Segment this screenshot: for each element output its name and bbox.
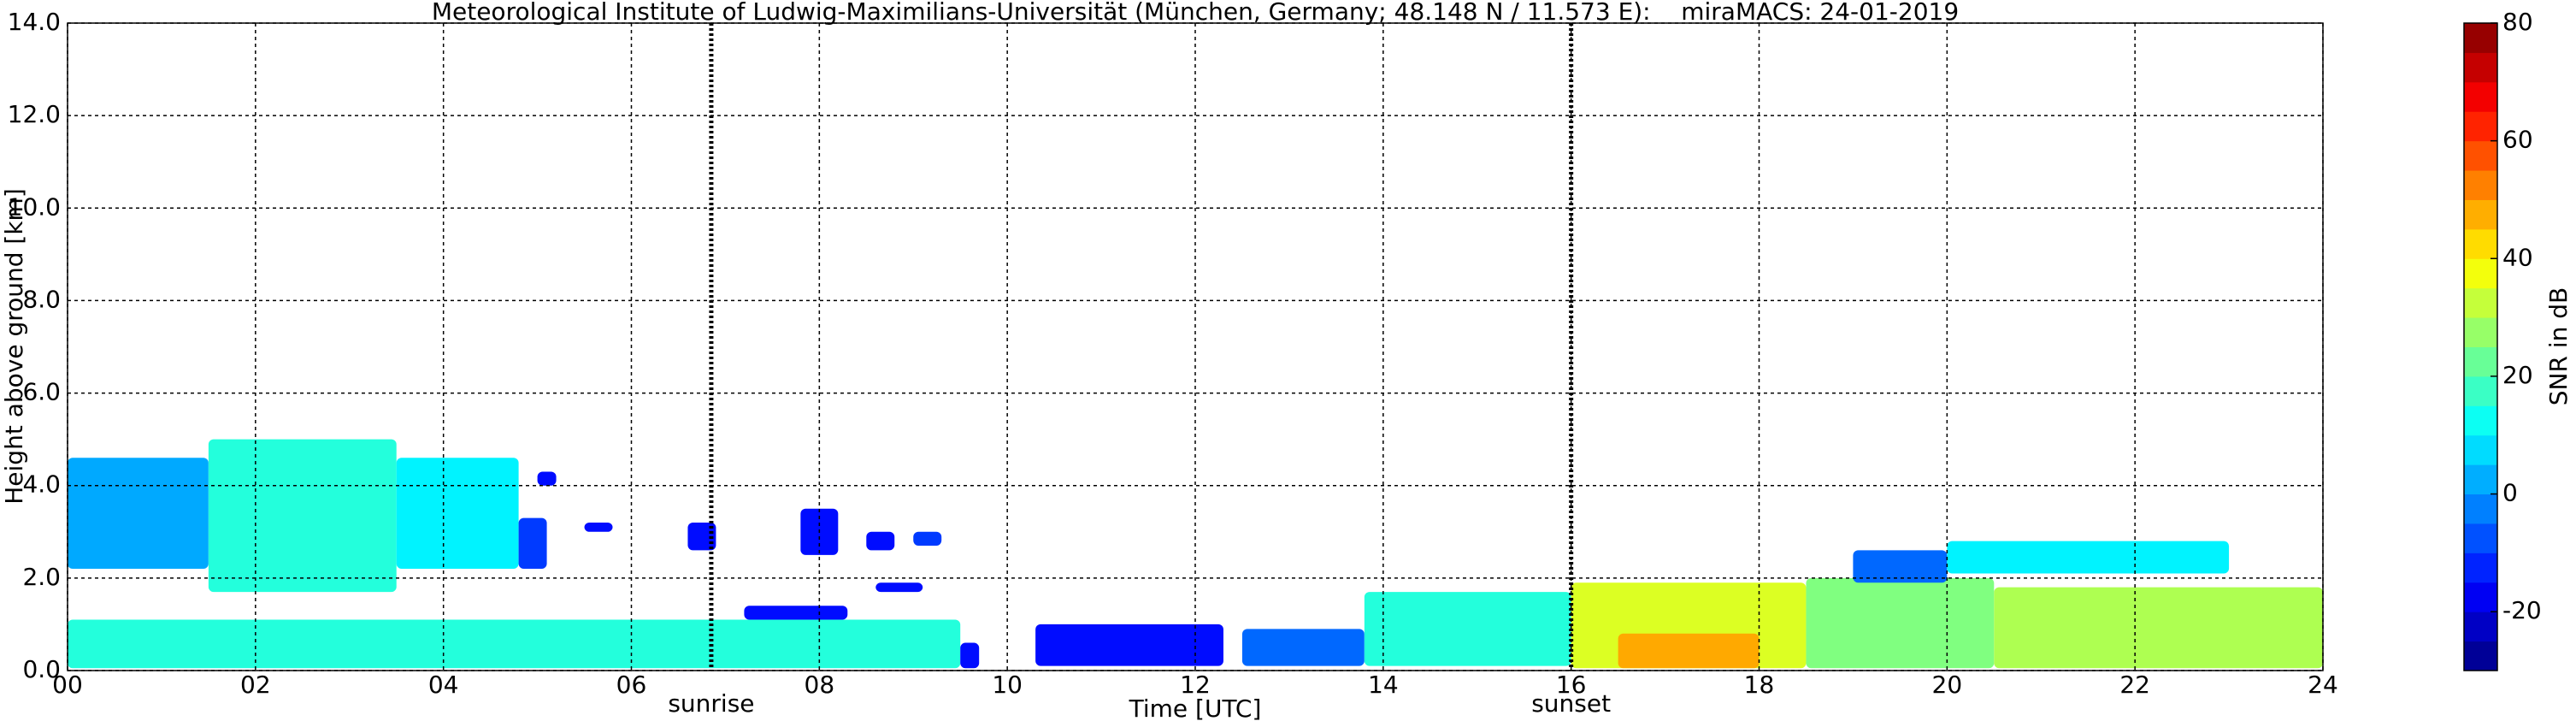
x-tick-label: 16 bbox=[1556, 671, 1587, 699]
x-tick-label: 06 bbox=[616, 671, 647, 699]
colorbar-step bbox=[2464, 81, 2497, 112]
colorbar-step bbox=[2464, 434, 2497, 465]
x-tick-label: 24 bbox=[2308, 671, 2338, 699]
echo-region bbox=[68, 458, 209, 570]
y-tick-label: 14.0 bbox=[8, 8, 61, 36]
echo-region bbox=[518, 517, 547, 570]
y-axis-label: Height above ground [km] bbox=[0, 188, 28, 505]
echo-region bbox=[1947, 541, 2230, 574]
x-tick-label: 12 bbox=[1180, 671, 1211, 699]
echo-region bbox=[1035, 624, 1223, 666]
colorbar-step bbox=[2464, 170, 2497, 200]
x-tick-label: 10 bbox=[992, 671, 1023, 699]
y-tick-label: 2.0 bbox=[22, 563, 61, 591]
colorbar-step bbox=[2464, 111, 2497, 142]
echo-region bbox=[960, 642, 980, 669]
x-tick-label: 18 bbox=[1744, 671, 1775, 699]
echo-region bbox=[537, 471, 557, 486]
echo-region bbox=[875, 582, 923, 593]
colorbar-label: SNR in dB bbox=[2544, 287, 2573, 405]
echo-region bbox=[687, 522, 716, 551]
x-tick-label: 04 bbox=[428, 671, 459, 699]
echo-region bbox=[1618, 633, 1760, 669]
plot-frame bbox=[67, 22, 2324, 671]
x-tick-label: 20 bbox=[1932, 671, 1963, 699]
x-tick-label: 02 bbox=[240, 671, 271, 699]
colorbar-frame bbox=[2463, 22, 2498, 671]
y-tick-label: 10.0 bbox=[8, 192, 61, 221]
colorbar-tick-label: 60 bbox=[2502, 126, 2533, 154]
colorbar-step bbox=[2464, 494, 2497, 524]
echo-region bbox=[744, 606, 848, 620]
colorbar-tick-label: 0 bbox=[2502, 479, 2518, 507]
echo-region bbox=[208, 439, 397, 593]
colorbar-step bbox=[2464, 346, 2497, 377]
echo-region bbox=[1853, 550, 1948, 583]
colorbar-step bbox=[2464, 582, 2497, 612]
colorbar-step bbox=[2464, 405, 2497, 436]
colorbar-step bbox=[2464, 464, 2497, 495]
echo-region bbox=[866, 531, 895, 551]
colorbar-step bbox=[2464, 317, 2497, 347]
marker-label: sunset bbox=[1531, 689, 1611, 718]
chart-title: Meteorological Institute of Ludwig-Maxim… bbox=[432, 0, 1959, 26]
x-axis-label: Time [UTC] bbox=[1129, 694, 1262, 723]
y-tick-label: 6.0 bbox=[22, 378, 61, 406]
echo-region bbox=[1241, 629, 1365, 666]
x-tick-label: 14 bbox=[1368, 671, 1399, 699]
colorbar-step bbox=[2464, 258, 2497, 289]
colorbar-step bbox=[2464, 523, 2497, 553]
y-tick-label: 4.0 bbox=[22, 470, 61, 499]
y-tick-label: 0.0 bbox=[22, 655, 61, 683]
colorbar-step bbox=[2464, 140, 2497, 171]
echo-region bbox=[396, 458, 519, 570]
colorbar-step bbox=[2464, 52, 2497, 83]
marker-label: sunrise bbox=[668, 689, 754, 718]
colorbar-step bbox=[2464, 375, 2497, 406]
echo-region bbox=[1364, 592, 1571, 666]
colorbar-step bbox=[2464, 228, 2497, 259]
colorbar-step bbox=[2464, 23, 2497, 53]
colorbar-tick-label: -20 bbox=[2502, 596, 2542, 624]
colorbar-step bbox=[2464, 199, 2497, 230]
colorbar-step bbox=[2464, 641, 2497, 671]
x-tick-label: 08 bbox=[805, 671, 835, 699]
colorbar-tick-label: 20 bbox=[2502, 361, 2533, 389]
echo-region bbox=[68, 619, 961, 669]
echo-region bbox=[584, 522, 613, 532]
colorbar-tick-label: 40 bbox=[2502, 243, 2533, 271]
echo-region bbox=[1806, 577, 1995, 669]
colorbar-step bbox=[2464, 612, 2497, 642]
colorbar-step bbox=[2464, 287, 2497, 318]
x-tick-label: 22 bbox=[2119, 671, 2150, 699]
echo-region bbox=[913, 531, 942, 547]
colorbar-step bbox=[2464, 553, 2497, 583]
echo-region bbox=[1994, 587, 2323, 669]
colorbar-tick-label: 80 bbox=[2502, 8, 2533, 36]
x-tick-label: 00 bbox=[52, 671, 83, 699]
y-tick-label: 8.0 bbox=[22, 285, 61, 313]
y-tick-label: 12.0 bbox=[8, 100, 61, 128]
